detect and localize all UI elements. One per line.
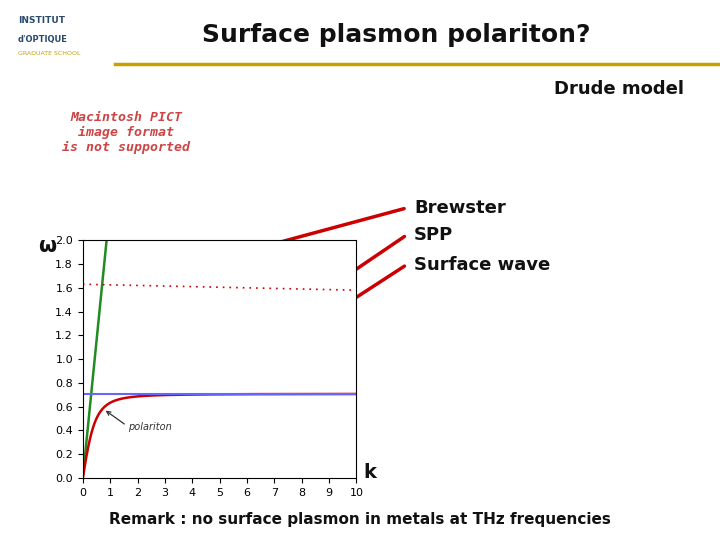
Text: Light line: Light line bbox=[144, 246, 225, 261]
Text: Remark : no surface plasmon in metals at THz frequencies: Remark : no surface plasmon in metals at… bbox=[109, 512, 611, 527]
Text: Brewster: Brewster bbox=[414, 199, 505, 217]
Text: Surface wave: Surface wave bbox=[414, 255, 550, 274]
Text: Surface plasmon polariton?: Surface plasmon polariton? bbox=[202, 23, 590, 47]
Text: SPP: SPP bbox=[414, 226, 454, 244]
Text: k: k bbox=[364, 463, 377, 482]
Text: ω: ω bbox=[37, 235, 56, 256]
Text: polariton: polariton bbox=[128, 422, 171, 432]
Text: d'OPTIQUE: d'OPTIQUE bbox=[18, 35, 68, 44]
Text: GRADUATE SCHOOL: GRADUATE SCHOOL bbox=[18, 51, 81, 56]
Text: INSTITUT: INSTITUT bbox=[18, 16, 65, 25]
Text: Drude model: Drude model bbox=[554, 80, 684, 98]
Text: Macintosh PICT
image format
is not supported: Macintosh PICT image format is not suppo… bbox=[62, 111, 190, 154]
